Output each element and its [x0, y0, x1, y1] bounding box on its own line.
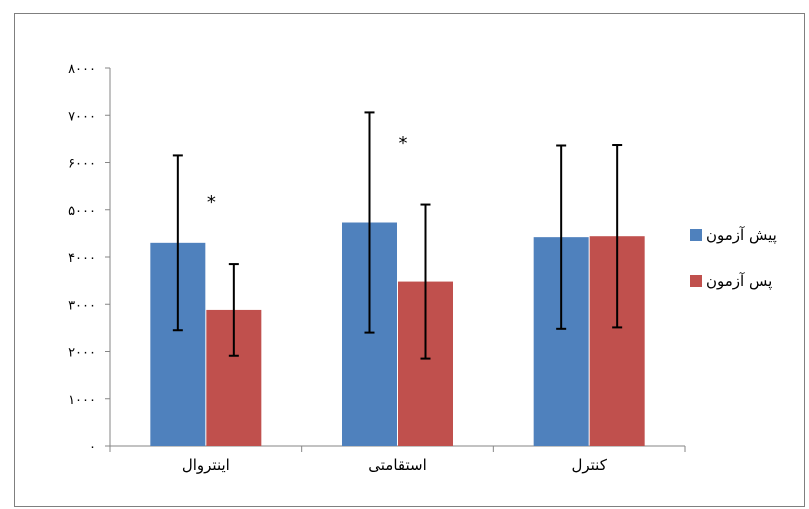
y-tick-label: ۶۰۰۰	[68, 157, 96, 172]
legend-label-0: پیش آزمون	[706, 226, 777, 245]
legend-label-1: پس آزمون	[706, 272, 772, 291]
y-tick-label: ۸۰۰۰	[68, 62, 96, 77]
x-category-label: استقامتی	[368, 456, 426, 474]
legend-swatch-1	[690, 275, 702, 287]
x-category-label: اینتروال	[182, 456, 230, 474]
y-tick-label: ۵۰۰۰	[68, 204, 96, 219]
y-tick-label: ۲۰۰۰	[68, 346, 96, 361]
y-tick-label: ۴۰۰۰	[68, 251, 96, 266]
y-tick-label: ۱۰۰۰	[68, 393, 96, 408]
significance-asterisk: *	[207, 192, 216, 213]
x-category-label: کنترل	[571, 456, 607, 474]
y-tick-label: ۷۰۰۰	[68, 109, 96, 124]
significance-asterisk: *	[399, 133, 408, 154]
y-tick-label: ۳۰۰۰	[68, 298, 96, 313]
legend-swatch-0	[690, 229, 702, 241]
y-tick-label: ۰	[89, 440, 96, 455]
